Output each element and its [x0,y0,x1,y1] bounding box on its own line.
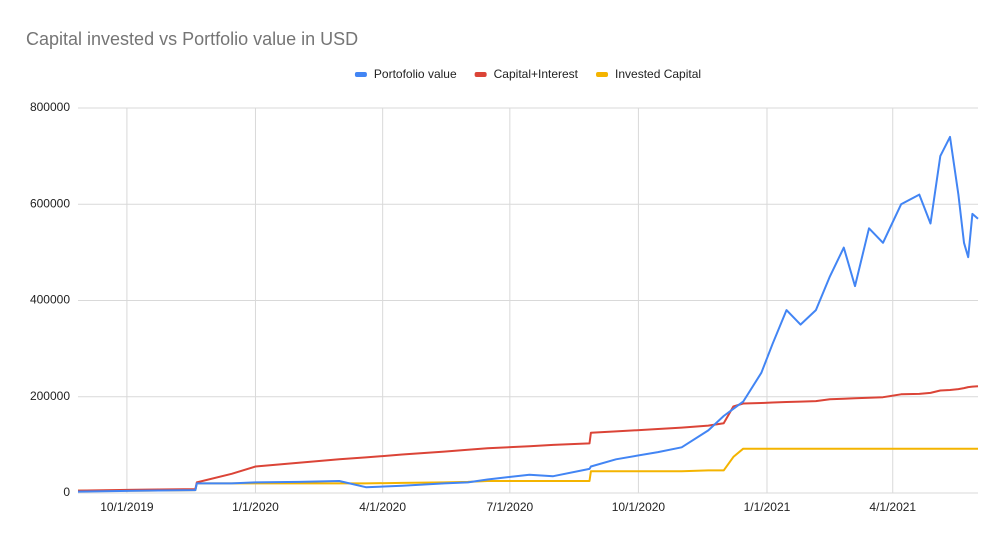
y-tick-label: 600000 [30,196,70,210]
x-tick-label: 1/1/2021 [744,500,791,514]
series-line [77,385,979,492]
legend: Portofolio value Capital+Interest Invested… [354,67,701,81]
y-tick-label: 0 [63,485,70,499]
legend-swatch [596,72,609,77]
legend-swatch [354,72,367,77]
legend-label: Capital+Interest [494,67,579,81]
x-tick-label: 7/1/2020 [486,500,533,514]
x-tick-label: 4/1/2021 [869,500,916,514]
x-tick-label: 4/1/2020 [359,500,406,514]
x-tick-label: 10/1/2019 [100,500,154,514]
series-line [78,447,978,492]
x-tick-label: 10/1/2020 [612,500,666,514]
y-tick-label: 400000 [30,293,70,307]
y-tick-label: 800000 [30,100,70,114]
legend-swatch [474,72,487,77]
y-tick-label: 200000 [30,389,70,403]
legend-label: Invested Capital [615,67,701,81]
chart-title: Capital invested vs Portfolio value in U… [26,29,358,49]
series-line [77,135,979,493]
x-tick-label: 1/1/2020 [232,500,279,514]
legend-label: Portofolio value [374,67,457,81]
